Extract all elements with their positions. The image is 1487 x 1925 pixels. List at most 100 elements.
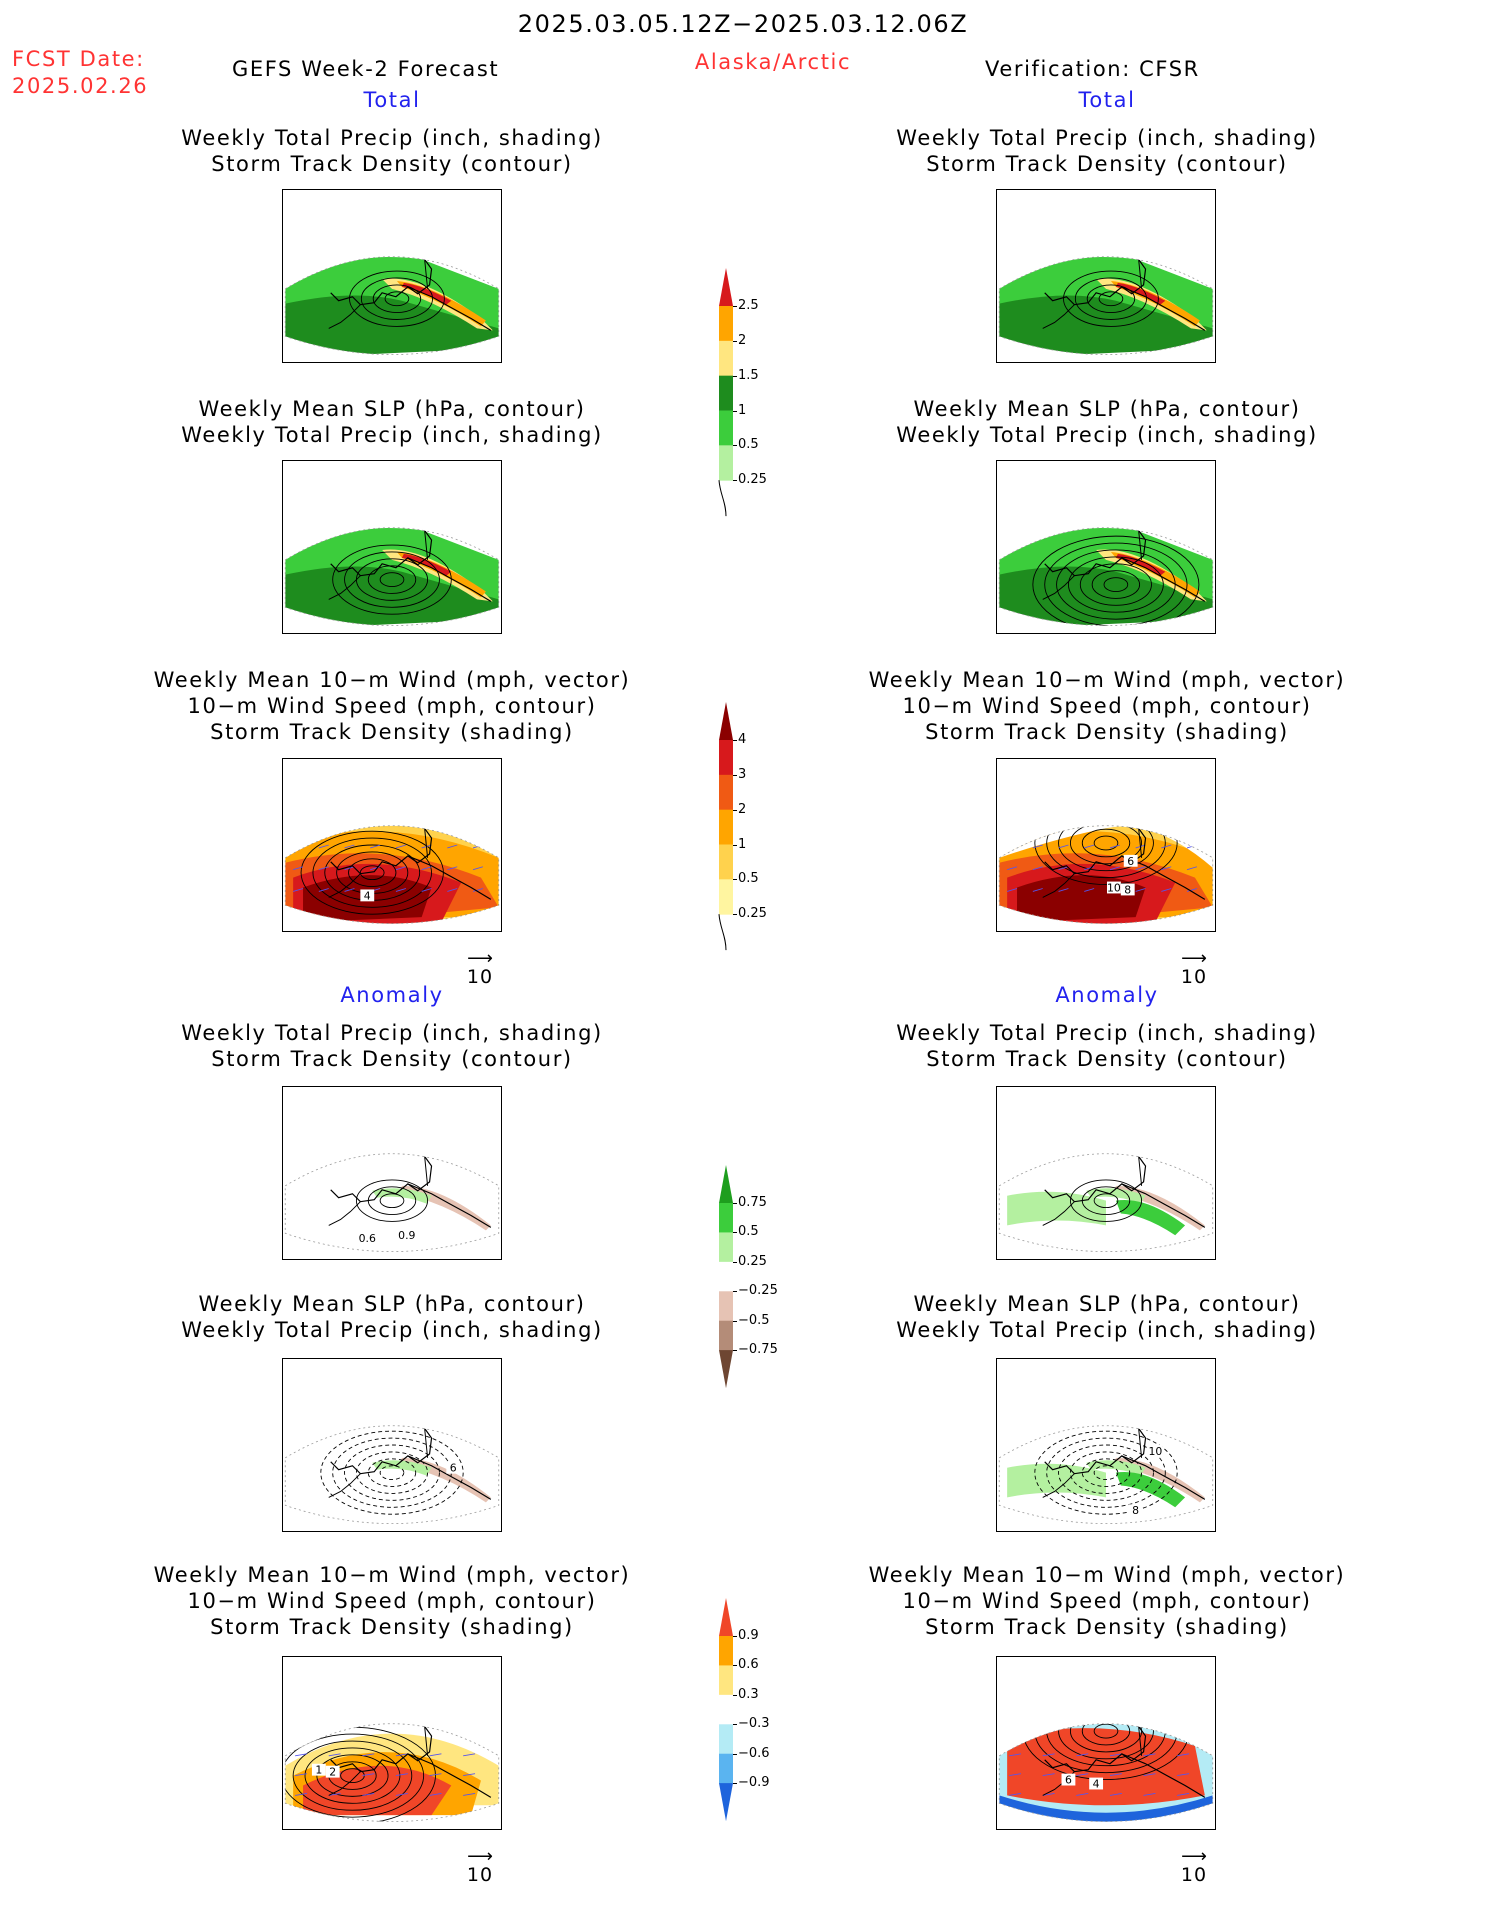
border-line <box>1133 1425 1143 1458</box>
colorbar-label: 3 <box>738 766 747 782</box>
wind-vector <box>447 844 458 849</box>
panel-title-line: Weekly Mean SLP (hPa, contour) <box>913 1292 1301 1316</box>
aleutian-chain <box>1042 1201 1075 1226</box>
map-outline <box>284 1425 500 1524</box>
aleutian-chain <box>328 304 361 329</box>
coastline-panhandle <box>407 286 492 331</box>
aleutian-chain <box>328 1201 361 1226</box>
contour-label: 6 <box>1127 855 1134 868</box>
map-layer <box>285 256 499 355</box>
contour-line <box>1081 1723 1131 1746</box>
wind-vector <box>395 866 406 871</box>
contour-label: 0.6 <box>359 1232 376 1245</box>
map-outline <box>284 825 500 924</box>
wind-vector <box>1007 888 1018 892</box>
panel-title-line: Weekly Mean 10−m Wind (mph, vector) <box>868 1563 1346 1587</box>
contour-label: 1 <box>315 1764 322 1777</box>
contour-line <box>1093 1193 1119 1209</box>
precip-dark-green <box>285 566 499 626</box>
colorbar-tick <box>733 1203 737 1204</box>
map-svg <box>284 256 500 355</box>
colorbar-segment <box>719 1694 733 1725</box>
contour-label-box <box>1123 854 1138 867</box>
right-title: Verification: CFSR <box>985 57 1200 81</box>
coastline-panhandle <box>407 1183 492 1228</box>
precip-red <box>401 553 452 576</box>
colorbar-label: 0.25 <box>738 906 767 922</box>
map-total-slp-precip-cfsr <box>996 460 1216 634</box>
wind-vector <box>395 1773 408 1777</box>
precip-yellow <box>1096 278 1207 331</box>
wind-vector <box>1084 844 1095 849</box>
anom-wet-mid <box>1115 1199 1186 1236</box>
colorbar-tick <box>733 774 737 776</box>
wind-vector <box>318 866 329 871</box>
wind-vector <box>429 1792 442 1796</box>
panel-title-line: Weekly Total Precip (inch, shading) <box>896 126 1318 150</box>
colorbar-label: 4 <box>738 732 747 747</box>
colorbar-segment <box>719 1636 733 1666</box>
wind-vector <box>295 1773 308 1777</box>
contour-label-box <box>1061 1773 1076 1786</box>
contour-label: 8 <box>1132 1504 1139 1517</box>
wind-vector <box>1186 866 1198 871</box>
colorbar-segment <box>719 1753 733 1784</box>
colorbar-tail <box>718 480 727 517</box>
colorbar-svg <box>718 268 733 517</box>
wind-vector <box>447 866 458 871</box>
contour-label-box <box>1089 1777 1104 1790</box>
contour-line <box>1034 825 1178 885</box>
colorbar-label: −0.9 <box>738 1775 770 1791</box>
wind-vector <box>472 866 484 871</box>
fcst-label: FCST Date: <box>12 47 145 71</box>
colorbar-tick <box>733 1783 737 1785</box>
wind-vector <box>1143 1773 1156 1777</box>
contour-line <box>360 277 433 320</box>
map-total-precip-track-gefs <box>282 189 502 363</box>
wind-vector <box>429 1753 442 1757</box>
contour-line <box>1093 1723 1119 1739</box>
wind-vector <box>1009 1773 1022 1777</box>
contour-line <box>359 865 385 881</box>
anom-wet-arctic <box>1088 1103 1100 1131</box>
contour-line <box>1058 1723 1154 1760</box>
map-outline <box>998 527 1214 626</box>
border-line <box>1133 256 1143 289</box>
panel-title-line: Storm Track Density (shading) <box>925 720 1289 744</box>
wind-vector <box>1177 1773 1190 1777</box>
wind-vector <box>1161 866 1172 871</box>
map-background <box>285 1153 499 1252</box>
colorbar-tick <box>733 1320 737 1322</box>
map-total-precip-track-cfsr <box>996 189 1216 363</box>
colorbar-label: 1.5 <box>738 367 759 383</box>
contour-label: 8 <box>1124 883 1131 896</box>
aleutian-chain <box>328 1473 361 1498</box>
anom-wet <box>372 1460 432 1476</box>
panel-title-line: Storm Track Density (shading) <box>210 1615 574 1639</box>
contour-label-box <box>311 1763 326 1776</box>
colorbar-segment <box>719 1665 733 1696</box>
colorbar-segment <box>719 410 733 446</box>
colorbar-label: 0.6 <box>738 1657 759 1673</box>
region-title: Alaska/Arctic <box>694 50 852 74</box>
border-line <box>1133 825 1143 858</box>
contour-label: 10 <box>1149 1445 1163 1458</box>
wind-vector <box>344 844 355 849</box>
wind-vector <box>1177 1792 1190 1796</box>
section-total-left: Total <box>363 88 421 112</box>
map-outline <box>284 1723 500 1822</box>
coastline <box>1036 1425 1147 1475</box>
coastline <box>1036 1153 1147 1203</box>
vector-ref-total-right: ⟶ 10 <box>1180 948 1208 989</box>
map-layer: 0.6 0.9 <box>285 1153 499 1252</box>
colorbar-tick <box>733 480 737 482</box>
border-line <box>419 527 429 560</box>
coastline-panhandle <box>1121 557 1206 602</box>
colorbar-label: 2 <box>738 332 747 348</box>
contour-line <box>1069 1179 1143 1222</box>
map-layer <box>285 527 499 626</box>
colorbar-tick <box>733 1350 737 1352</box>
panel-title-line: Storm Track Density (contour) <box>926 1047 1288 1071</box>
map-svg <box>998 1103 1214 1252</box>
